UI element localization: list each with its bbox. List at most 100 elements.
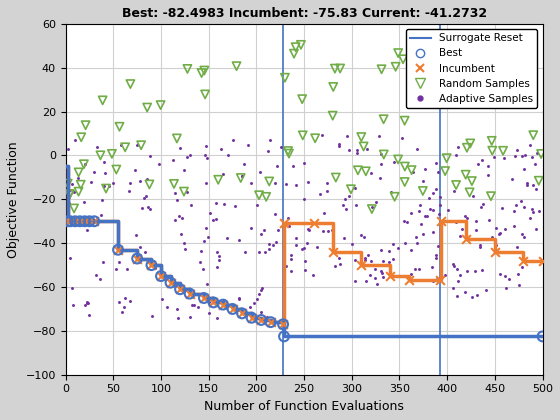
Point bbox=[335, 142, 344, 149]
Point bbox=[517, 197, 526, 204]
Point bbox=[137, 142, 146, 149]
Point bbox=[169, 157, 178, 164]
Point bbox=[484, 217, 493, 224]
Point bbox=[520, 203, 529, 210]
Point bbox=[146, 152, 155, 159]
Point bbox=[303, 226, 312, 233]
Point bbox=[413, 240, 422, 247]
Point bbox=[390, 158, 399, 165]
Point bbox=[101, 185, 110, 192]
Point bbox=[156, 102, 165, 108]
Point bbox=[479, 201, 488, 207]
Point bbox=[377, 151, 386, 158]
Point bbox=[180, 188, 189, 195]
Point bbox=[305, 227, 314, 234]
Point bbox=[81, 122, 90, 129]
Point bbox=[203, 233, 212, 240]
Point bbox=[454, 144, 463, 150]
Point bbox=[197, 70, 206, 76]
Point bbox=[529, 209, 538, 215]
Point bbox=[265, 246, 274, 252]
Point bbox=[237, 310, 246, 317]
Point bbox=[394, 50, 403, 56]
Point bbox=[212, 200, 221, 206]
Point bbox=[125, 180, 134, 186]
Point bbox=[376, 268, 385, 275]
Point bbox=[195, 258, 204, 265]
Point bbox=[451, 218, 460, 225]
Point bbox=[279, 321, 288, 328]
Point bbox=[163, 303, 172, 310]
Point bbox=[427, 264, 436, 271]
Point bbox=[296, 42, 305, 48]
Point bbox=[74, 188, 83, 195]
Point bbox=[100, 170, 109, 176]
Point bbox=[332, 174, 340, 181]
Point bbox=[353, 167, 362, 173]
Point bbox=[136, 178, 144, 185]
Point bbox=[237, 173, 246, 179]
Point bbox=[342, 206, 351, 213]
Point bbox=[200, 152, 209, 158]
Point bbox=[309, 220, 318, 227]
Point bbox=[472, 218, 480, 224]
Point bbox=[176, 286, 185, 293]
Point bbox=[177, 215, 186, 222]
Point bbox=[63, 218, 72, 225]
Point bbox=[73, 175, 82, 182]
Point bbox=[199, 295, 208, 302]
Point bbox=[172, 135, 181, 142]
Point bbox=[487, 137, 496, 144]
Point bbox=[300, 159, 309, 166]
Point bbox=[114, 299, 123, 305]
Point bbox=[193, 304, 202, 310]
Point bbox=[231, 203, 240, 210]
Point bbox=[66, 218, 75, 225]
Point bbox=[247, 315, 256, 321]
Point bbox=[104, 183, 113, 189]
Point bbox=[132, 231, 141, 238]
Point bbox=[463, 144, 472, 151]
Point bbox=[304, 179, 312, 186]
Point bbox=[71, 218, 80, 225]
Point bbox=[220, 297, 228, 303]
Point bbox=[335, 260, 344, 267]
Point bbox=[133, 142, 142, 148]
Point bbox=[174, 212, 183, 219]
Point bbox=[250, 300, 259, 307]
Point bbox=[66, 218, 75, 225]
Point bbox=[328, 249, 337, 255]
Point bbox=[124, 188, 133, 195]
Point bbox=[273, 227, 282, 234]
Point bbox=[378, 270, 387, 277]
Point bbox=[69, 301, 78, 308]
Point bbox=[254, 248, 263, 255]
Point bbox=[100, 182, 109, 189]
Point bbox=[142, 175, 151, 182]
Point bbox=[353, 147, 362, 154]
Point bbox=[100, 158, 109, 165]
Point bbox=[200, 67, 209, 74]
Point bbox=[98, 97, 107, 104]
Point bbox=[235, 295, 244, 302]
Point bbox=[522, 179, 531, 186]
Point bbox=[237, 173, 246, 180]
Point bbox=[256, 287, 265, 294]
Point bbox=[255, 291, 264, 297]
Point bbox=[455, 233, 464, 240]
Point bbox=[432, 160, 441, 167]
Point bbox=[512, 202, 521, 208]
Point bbox=[173, 306, 182, 313]
Point bbox=[115, 123, 124, 130]
X-axis label: Number of Function Evaluations: Number of Function Evaluations bbox=[204, 400, 404, 413]
Point bbox=[431, 254, 440, 261]
Point bbox=[166, 279, 175, 286]
Point bbox=[228, 306, 237, 312]
Point bbox=[80, 161, 88, 168]
Point bbox=[529, 132, 538, 139]
Point bbox=[85, 218, 94, 225]
Point bbox=[407, 209, 416, 216]
Point bbox=[478, 267, 487, 273]
Point bbox=[273, 163, 282, 170]
Point bbox=[263, 147, 272, 154]
